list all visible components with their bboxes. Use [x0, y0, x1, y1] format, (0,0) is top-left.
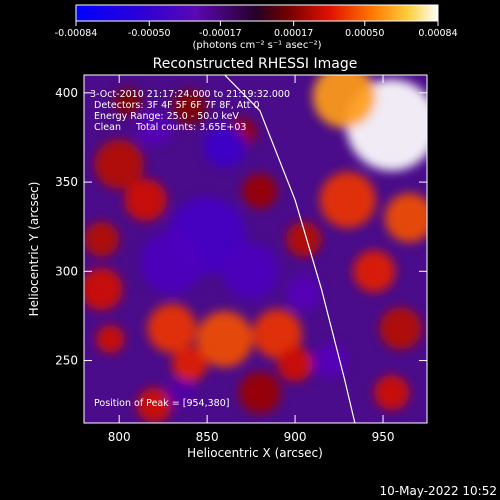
- annotation-time-range: 3-Oct-2010 21:17:24.000 to 21:19:32.000: [90, 89, 290, 100]
- heatmap-blob: [374, 375, 410, 411]
- heatmap-blob: [384, 193, 427, 243]
- colorbar-tick-label: 0.00017: [274, 28, 313, 39]
- colorbar-tick-label: 0.00084: [418, 28, 457, 39]
- y-tick-label: 400: [55, 86, 78, 100]
- heatmap-blob: [171, 346, 208, 382]
- x-tick-label: 850: [196, 430, 219, 444]
- x-tick-label: 900: [284, 430, 307, 444]
- x-tick-label: 950: [372, 430, 395, 444]
- colorbar-tick-label: -0.00050: [128, 28, 171, 39]
- heatmap-blob: [196, 310, 253, 368]
- peak-position-label: Position of Peak = [954,380]: [94, 398, 229, 409]
- y-tick-label: 300: [55, 264, 78, 278]
- heatmap-blob: [94, 139, 144, 189]
- heatmap-blob: [312, 75, 376, 129]
- heatmap-image: [84, 75, 427, 423]
- heatmap-blob: [136, 387, 172, 423]
- footer-date: 10-May-2022 10:52: [380, 484, 497, 498]
- heatmap-blob: [140, 230, 204, 295]
- colorbar: [75, 4, 439, 22]
- colorbar-ticks: -0.00084 -0.00050 -0.00017 0.00017 0.00050 0.…: [55, 21, 458, 39]
- colorbar-tick-label: -0.00084: [55, 28, 98, 39]
- y-tick-label: 350: [55, 175, 78, 189]
- y-tick-label: 250: [55, 354, 78, 368]
- annotation-detectors: Detectors: 3F 4F 5F 6F 7F 8F, Att 0: [94, 100, 260, 111]
- annotation-clean-counts: Clean Total counts: 3.65E+03: [94, 122, 246, 133]
- y-axis-label: Heliocentric Y (arcsec): [27, 182, 41, 317]
- heatmap-blob: [84, 268, 123, 311]
- solar-limb-curve: [224, 75, 356, 423]
- heatmap-blob: [166, 378, 195, 407]
- heatmap-blob: [353, 250, 396, 293]
- heatmap-blob: [222, 243, 280, 300]
- x-axis-label: Heliocentric X (arcsec): [187, 446, 323, 460]
- heatmap-blob: [238, 371, 282, 414]
- heatmap-blob: [203, 125, 246, 168]
- heatmap-blob: [286, 221, 322, 257]
- chart-title: Reconstructed RHESSI Image: [153, 56, 358, 72]
- heatmap-blob: [277, 346, 313, 382]
- annotation-energy-range: Energy Range: 25.0 - 50.0 keV: [94, 111, 239, 122]
- heatmap-blob: [113, 87, 143, 116]
- plot-frame: [83, 74, 428, 424]
- heatmap-blob: [286, 275, 322, 311]
- heatmap-blob: [242, 173, 278, 209]
- colorbar-tick-label: -0.00017: [199, 28, 242, 39]
- colorbar-unit-label: (photons cm⁻² s⁻¹ asec⁻²): [192, 40, 321, 51]
- heatmap-blob: [147, 303, 197, 354]
- heatmap-blob: [252, 309, 303, 359]
- x-tick-label: 800: [108, 430, 131, 444]
- heatmap-blob: [124, 178, 167, 222]
- heatmap-blob: [171, 89, 208, 125]
- heatmap-blob: [96, 325, 125, 354]
- heatmap-blob: [136, 110, 172, 147]
- colorbar-tick-label: 0.00050: [345, 28, 384, 39]
- heatmap-blob: [319, 171, 376, 229]
- axis-ticks: 800 850 900 950 250 300 350 400: [55, 75, 427, 444]
- heatmap-blob: [379, 307, 422, 350]
- heatmap-blob: [312, 342, 348, 379]
- heatmap-blob: [84, 221, 120, 257]
